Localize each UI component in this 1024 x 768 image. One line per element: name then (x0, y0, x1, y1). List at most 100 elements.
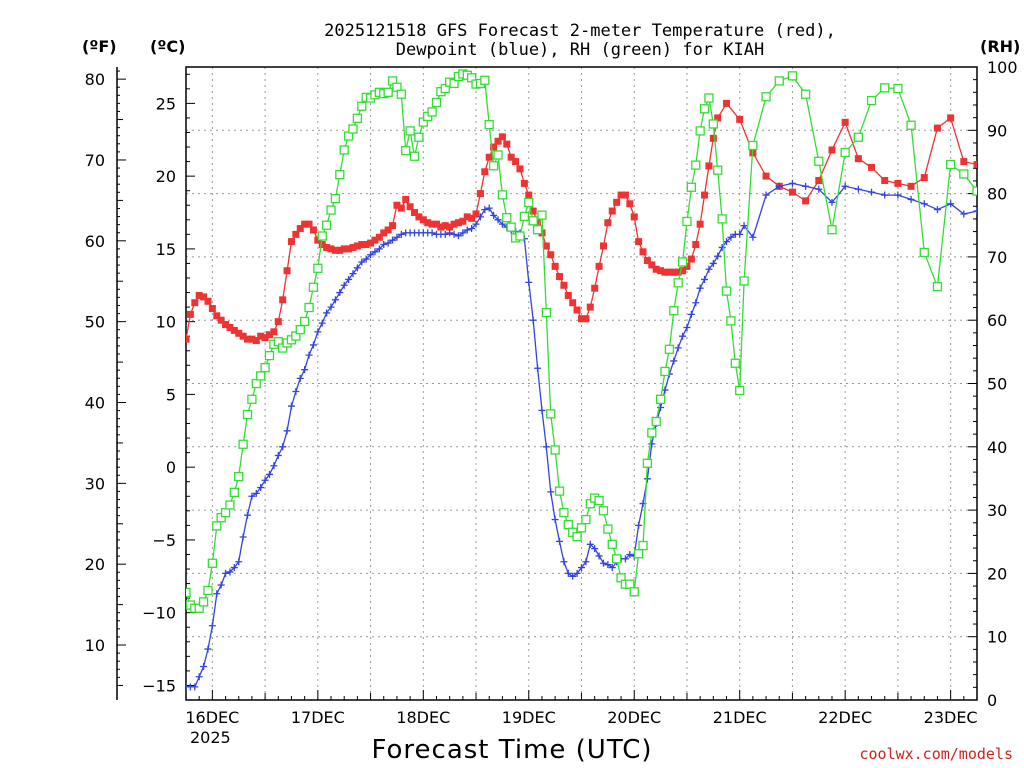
rh-point (212, 521, 222, 531)
dewpoint-point (740, 222, 748, 230)
rh-point (669, 306, 679, 316)
temperature-point (265, 331, 273, 339)
dewpoint-point (301, 366, 309, 374)
dewpoint-point (868, 188, 876, 196)
dewpoint-point (244, 511, 252, 519)
dewpoint-point (318, 319, 326, 327)
temperature-point (279, 296, 287, 304)
rh-point (532, 225, 543, 235)
rh-point (541, 307, 551, 318)
temperature-point (402, 195, 410, 203)
temperature-point (617, 191, 625, 199)
dewpoint-point (525, 278, 533, 286)
temperature-point (643, 257, 651, 265)
temperature-point (384, 226, 392, 234)
rh-point (814, 156, 824, 166)
temperature-point (450, 220, 458, 228)
dewpoint-point (336, 289, 344, 297)
temperature-point (586, 303, 594, 311)
rh-point (317, 231, 327, 241)
rh-point (524, 197, 534, 208)
x-tick-label: 17DEC (291, 708, 345, 727)
dewpoint-point (692, 299, 700, 307)
celsius-tick-label: −10 (142, 604, 176, 623)
rh-point (502, 213, 512, 223)
dewpoint-point (894, 191, 902, 199)
temperature-point (186, 335, 190, 343)
rh-point (691, 160, 701, 170)
temperature-point (907, 182, 915, 190)
rh-point (563, 520, 573, 530)
temperature-point (235, 329, 243, 337)
dewpoint-point (222, 569, 230, 577)
rh-tick-label: 0 (987, 691, 997, 710)
temperature-point (485, 153, 493, 161)
rh-point (660, 366, 670, 377)
temperature-point (582, 315, 590, 323)
temperature-point (222, 321, 230, 329)
temperature-point (933, 124, 941, 132)
chart-title-line-2: Dewpoint (blue), RH (green) for KIAH (396, 40, 764, 60)
dewpoint-point (463, 226, 471, 234)
dewpoint-point (204, 645, 212, 653)
temperature-point (788, 188, 796, 196)
temperature-point (507, 153, 515, 161)
dewpoint-point (239, 533, 247, 541)
rh-point (682, 216, 692, 227)
rh-point (893, 83, 903, 94)
rh-point (673, 278, 683, 288)
dewpoint-point (542, 443, 550, 451)
rh-tick-label: 100 (987, 58, 1018, 77)
temperature-point (309, 226, 317, 234)
rh-point (506, 222, 516, 232)
temperature-point (560, 281, 568, 289)
dewpoint-point (881, 191, 889, 199)
temperature-point (841, 118, 849, 126)
dewpoint-point (283, 427, 291, 435)
temperature-point (573, 306, 581, 314)
temperature-point (252, 337, 260, 345)
rh-point (647, 428, 657, 438)
dewpoint-point (454, 232, 462, 240)
rh-point (730, 358, 740, 368)
dewpoint-point (375, 245, 383, 253)
dewpoint-point (191, 683, 199, 691)
temperature-point (340, 245, 348, 253)
dewpoint-point (446, 229, 454, 237)
rh-point (493, 150, 503, 160)
rh-point (739, 276, 749, 286)
temperature-point (815, 177, 823, 185)
temperature-point (411, 209, 419, 217)
temperature-point (476, 190, 484, 198)
rh-point (546, 409, 556, 419)
dewpoint-point (367, 251, 375, 259)
temperature-point (714, 114, 722, 122)
dewpoint-point (648, 440, 656, 448)
dewpoint-point (226, 568, 234, 576)
dewpoint-point (670, 357, 678, 365)
rh-point (633, 549, 644, 559)
chart-title-line-1: 2025121518 GFS Forecast 2-meter Temperat… (324, 21, 836, 41)
temperature-point (432, 220, 440, 228)
dewpoint-point (815, 185, 823, 193)
dewpoint-point (490, 211, 498, 219)
temperature-point (621, 191, 629, 199)
year-label: 2025 (190, 728, 231, 747)
dewpoint-point (309, 341, 317, 349)
temperature-point (195, 291, 203, 299)
celsius-tick-label: 20 (156, 167, 176, 186)
dewpoint-point (841, 182, 849, 190)
rh-point (699, 104, 710, 114)
temperature-point (463, 213, 471, 221)
series-2 (186, 69, 977, 613)
temperature-point (503, 140, 511, 148)
temperature-point (516, 165, 524, 173)
rh-point (906, 120, 916, 130)
fahrenheit-tick-label: 70 (85, 151, 105, 170)
rh-point (198, 597, 209, 607)
dewpoint-point (292, 388, 300, 396)
dewpoint-point (683, 323, 691, 331)
rh-point (220, 507, 231, 518)
x-tick-label: 22DEC (818, 708, 872, 727)
rh-point (264, 350, 275, 361)
